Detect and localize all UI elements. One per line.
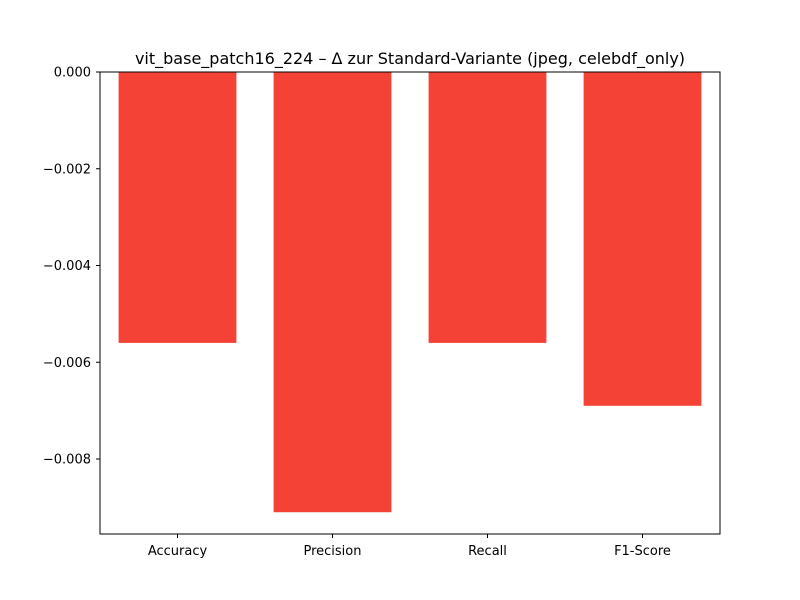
- x-tick-label: Recall: [468, 544, 507, 559]
- bar-f1-score: [583, 72, 702, 406]
- y-tick-label: −0.006: [43, 356, 91, 371]
- x-axis: Accuracy Precision Recall F1-Score: [148, 534, 671, 559]
- y-tick-label: −0.008: [43, 453, 91, 468]
- plot-frame: [99, 71, 721, 535]
- y-tick-label: −0.002: [43, 162, 91, 177]
- bars-layer: [118, 72, 702, 513]
- bar-recall: [428, 72, 547, 343]
- y-tick-label: 0.000: [54, 66, 91, 81]
- bar-accuracy: [118, 72, 237, 343]
- y-axis: 0.000 −0.002 −0.004 −0.006 −0.008: [43, 66, 100, 468]
- x-tick-label: F1-Score: [614, 544, 671, 559]
- x-tick-label: Accuracy: [148, 544, 208, 559]
- chart-title: vit_base_patch16_224 – Δ zur Standard-Va…: [135, 49, 685, 69]
- bar-precision: [273, 72, 392, 513]
- x-tick-label: Precision: [303, 544, 361, 559]
- y-tick-label: −0.004: [43, 259, 91, 274]
